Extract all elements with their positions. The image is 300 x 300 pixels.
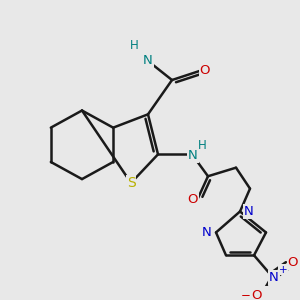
Text: H: H	[130, 39, 138, 52]
Text: O: O	[200, 64, 210, 77]
Text: O: O	[251, 289, 261, 300]
Text: O: O	[288, 256, 298, 269]
Text: N: N	[188, 149, 198, 162]
Text: +: +	[279, 265, 287, 275]
Text: N: N	[269, 271, 279, 284]
Text: O: O	[188, 193, 198, 206]
Text: N: N	[244, 205, 254, 218]
Text: −: −	[241, 289, 251, 300]
Text: S: S	[127, 176, 135, 190]
Text: N: N	[202, 226, 212, 239]
Text: N: N	[143, 55, 153, 68]
Text: H: H	[198, 139, 206, 152]
